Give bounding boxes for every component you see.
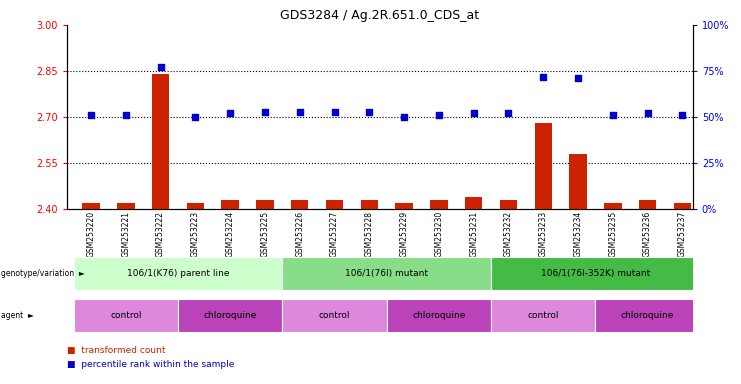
- Text: GSM253227: GSM253227: [330, 211, 339, 257]
- Bar: [431, 200, 448, 209]
- Text: ■  percentile rank within the sample: ■ percentile rank within the sample: [67, 360, 234, 369]
- Point: [607, 112, 619, 118]
- Point: [225, 110, 236, 116]
- Point: [328, 109, 340, 115]
- Text: GSM253237: GSM253237: [678, 211, 687, 257]
- Text: genotype/variation  ►: genotype/variation ►: [1, 269, 84, 278]
- Text: GSM253233: GSM253233: [539, 211, 548, 257]
- Text: GSM253236: GSM253236: [643, 211, 652, 257]
- Text: GSM253228: GSM253228: [365, 211, 373, 257]
- Point: [190, 114, 202, 120]
- Bar: [178, 300, 282, 332]
- Text: GSM253222: GSM253222: [156, 211, 165, 257]
- Text: control: control: [110, 311, 142, 320]
- Point: [468, 110, 479, 116]
- Bar: [491, 300, 596, 332]
- Bar: [596, 300, 700, 332]
- Point: [398, 114, 410, 120]
- Text: control: control: [319, 311, 350, 320]
- Text: 106/1(76I) mutant: 106/1(76I) mutant: [345, 269, 428, 278]
- Text: GSM253230: GSM253230: [434, 211, 443, 257]
- Bar: [117, 203, 135, 209]
- Point: [155, 64, 167, 70]
- Text: ■  transformed count: ■ transformed count: [67, 346, 165, 355]
- Text: control: control: [528, 311, 559, 320]
- Bar: [73, 300, 178, 332]
- Bar: [534, 123, 552, 209]
- Text: chloroquine: chloroquine: [204, 311, 257, 320]
- Text: agent  ►: agent ►: [1, 311, 33, 320]
- Text: GSM253235: GSM253235: [608, 211, 617, 257]
- Text: GSM253232: GSM253232: [504, 211, 513, 257]
- Bar: [396, 203, 413, 209]
- Bar: [499, 200, 517, 209]
- Text: GSM253231: GSM253231: [469, 211, 478, 257]
- Text: GSM253229: GSM253229: [399, 211, 408, 257]
- Bar: [82, 203, 100, 209]
- Bar: [491, 257, 700, 290]
- Text: GSM253221: GSM253221: [122, 211, 130, 257]
- Bar: [282, 300, 387, 332]
- Bar: [282, 257, 491, 290]
- Bar: [222, 200, 239, 209]
- Bar: [187, 203, 204, 209]
- Bar: [73, 257, 282, 290]
- Title: GDS3284 / Ag.2R.651.0_CDS_at: GDS3284 / Ag.2R.651.0_CDS_at: [280, 9, 479, 22]
- Point: [433, 112, 445, 118]
- Bar: [361, 200, 378, 209]
- Point: [259, 109, 271, 115]
- Bar: [604, 203, 622, 209]
- Point: [363, 109, 375, 115]
- Point: [537, 73, 549, 79]
- Text: GSM253225: GSM253225: [261, 211, 270, 257]
- Text: GSM253234: GSM253234: [574, 211, 582, 257]
- Point: [677, 112, 688, 118]
- Text: GSM253223: GSM253223: [191, 211, 200, 257]
- Text: GSM253220: GSM253220: [87, 211, 96, 257]
- Text: chloroquine: chloroquine: [412, 311, 465, 320]
- Text: 106/1(K76) parent line: 106/1(K76) parent line: [127, 269, 229, 278]
- Point: [642, 110, 654, 116]
- Point: [502, 110, 514, 116]
- Point: [294, 109, 306, 115]
- Bar: [326, 200, 343, 209]
- Bar: [569, 154, 587, 209]
- Point: [572, 75, 584, 81]
- Bar: [152, 74, 169, 209]
- Bar: [465, 197, 482, 209]
- Bar: [291, 200, 308, 209]
- Point: [85, 112, 97, 118]
- Text: GSM253224: GSM253224: [226, 211, 235, 257]
- Bar: [387, 300, 491, 332]
- Bar: [639, 200, 657, 209]
- Point: [120, 112, 132, 118]
- Bar: [256, 200, 273, 209]
- Text: chloroquine: chloroquine: [621, 311, 674, 320]
- Text: 106/1(76I-352K) mutant: 106/1(76I-352K) mutant: [541, 269, 650, 278]
- Bar: [674, 203, 691, 209]
- Text: GSM253226: GSM253226: [295, 211, 305, 257]
